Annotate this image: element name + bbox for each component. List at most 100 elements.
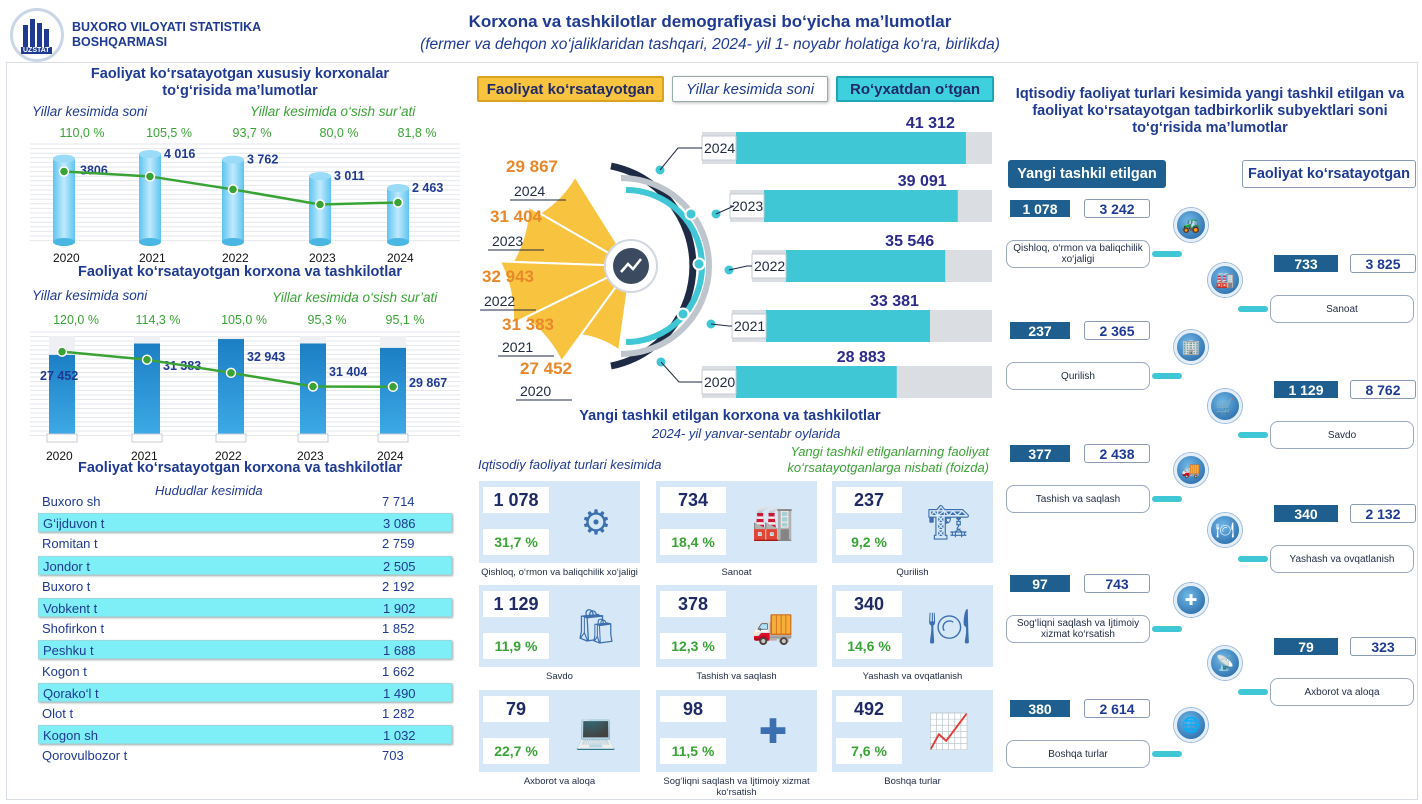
table-row: Romitan t 2 759 <box>38 534 452 553</box>
growth-rate-point <box>314 199 326 210</box>
x-tick-label: 2020 <box>46 449 73 463</box>
connector-line <box>710 323 732 327</box>
cylinder-top <box>387 184 409 193</box>
tile-caption: Yashash va ovqatlanish <box>862 671 963 682</box>
bar-base <box>297 433 329 443</box>
registered-vs-active-chart: 29 867 2024 31 404 2023 32 943 2022 31 383 2021… <box>480 115 992 401</box>
legend-years-box: Yillar kesimida soni <box>672 76 828 102</box>
activity-tile: 79 22,7 % 💻 <box>479 690 640 772</box>
activity-label: Yashash va ovqatlanish <box>1270 545 1414 573</box>
new-count: 97 <box>1010 575 1070 592</box>
active-value-label: 27 452 <box>520 359 572 378</box>
tile-value: 734 <box>660 487 726 513</box>
org-name: BUXORO VILOYATI STATISTIKA BOSHQARMASI <box>72 20 261 49</box>
regions-title: Faoliyat ko‘rsatayotgan korxona va tashk… <box>78 460 402 476</box>
growth-rate-label: 110,0 % <box>59 126 105 140</box>
x-tick-label: 2024 <box>377 449 404 463</box>
factory-icon: 🏭 <box>751 504 795 542</box>
table-row: Buxoro sh 7 714 <box>38 492 452 511</box>
registered-value-label: 28 883 <box>837 349 886 366</box>
data-label: 3806 <box>80 164 108 178</box>
table-row: Kogon t 1 662 <box>38 662 452 681</box>
activity-label: Sanoat <box>1270 295 1414 323</box>
tile-percent: 11,9 % <box>483 633 549 659</box>
chart1-right-label: Yillar kesimida o‘sish sur’ati <box>250 104 416 119</box>
growth-rate-point <box>58 166 70 177</box>
cylinder-top <box>53 154 75 163</box>
cylinder-top <box>309 172 331 181</box>
cylinder-base <box>387 238 409 246</box>
cylinder-base <box>309 238 331 246</box>
region-name: Kogon sh <box>43 728 98 744</box>
x-tick-label: 2024 <box>387 251 414 265</box>
construction-icon: 🏗 <box>927 504 971 542</box>
year-tab <box>731 313 767 339</box>
new-count: 377 <box>1010 445 1070 462</box>
growth-rate-label: 105,0 % <box>221 313 267 327</box>
tile-value: 1 078 <box>483 487 549 513</box>
tile-caption: Savdo <box>546 671 573 682</box>
region-value: 1 852 <box>382 621 415 637</box>
connector-dash <box>1152 751 1182 757</box>
connector-dash <box>1238 432 1268 438</box>
tiles-left-label: Iqtisodiy faoliyat turlari kesimida <box>478 457 662 472</box>
activity-label: Sog‘liqni saqlash va Ijtimoiy xizmat ko‘… <box>1006 615 1150 643</box>
growth-rate-point <box>307 381 319 392</box>
connector-dash <box>1152 626 1182 632</box>
fan-year-label: 2022 <box>484 293 515 309</box>
region-name: Romitan t <box>42 536 98 552</box>
connector-dash <box>1152 251 1182 257</box>
new-enterprises-title: Yangi tashkil etilgan korxona va tashkil… <box>579 408 881 424</box>
tile-caption: Sanoat <box>721 567 752 578</box>
tile-percent: 7,6 % <box>836 738 902 764</box>
connector-line <box>715 205 735 215</box>
col-new-header: Yangi tashkil etilgan <box>1008 160 1166 188</box>
tiles-right-label: Yangi tashkil etilganlarning faoliyat ko… <box>787 444 989 475</box>
fan-year-label: 2024 <box>514 183 545 199</box>
tile-caption: Tashish va saqlash <box>696 671 777 682</box>
active-count: 2 365 <box>1084 321 1150 340</box>
tile-value: 340 <box>836 591 902 617</box>
table-row: Vobkent t 1 902 <box>38 598 452 617</box>
health-icon: ✚ <box>1174 583 1208 617</box>
connector-dash <box>1152 373 1182 379</box>
active-count: 743 <box>1084 574 1150 593</box>
activity-label: Axborot va aloqa <box>1270 678 1414 706</box>
region-name: Kogon t <box>42 663 87 679</box>
cylinder-base <box>139 238 161 246</box>
data-label: 3 762 <box>247 153 278 167</box>
tile-percent: 11,5 % <box>660 738 726 764</box>
data-label: 27 452 <box>40 369 78 383</box>
region-value: 1 490 <box>383 685 416 701</box>
region-name: Peshku t <box>43 643 94 659</box>
activity-tile: 492 7,6 % 📈 <box>832 690 993 772</box>
cylinder-bar <box>387 188 409 242</box>
legend-registered-box: Ro‘yxatdan o‘tgan <box>836 76 994 102</box>
col-active-header: Faoliyat ko‘rsatayotgan <box>1242 160 1416 188</box>
cylinder-bar <box>139 154 161 242</box>
active-count: 2 614 <box>1084 699 1150 718</box>
trend-chart-icon-line <box>620 258 642 273</box>
tile-percent: 31,7 % <box>483 529 549 555</box>
activity-label: Qishloq, o‘rmon va baliqchilik xo‘jaligi <box>1006 240 1150 268</box>
registered-bar <box>764 190 958 222</box>
growth-rate-point <box>56 346 68 357</box>
active-value-label: 31 383 <box>502 315 554 334</box>
data-label: 3 011 <box>334 169 365 183</box>
connector-dash <box>1238 689 1268 695</box>
bar-year-label: 2020 <box>704 374 735 390</box>
active-fan-wedge <box>498 260 632 326</box>
table-row: Qorako‘l t 1 490 <box>38 682 452 702</box>
gray-ring <box>620 175 712 357</box>
tile-value: 237 <box>836 487 902 513</box>
region-value: 1 282 <box>382 706 415 721</box>
tile-value: 492 <box>836 696 902 722</box>
bar-year-label: 2024 <box>704 140 735 156</box>
new-count: 237 <box>1010 322 1070 339</box>
x-tick-label: 2022 <box>215 449 242 463</box>
region-value: 3 086 <box>383 516 416 532</box>
chart1-left-label: Yillar kesimida soni <box>32 104 148 119</box>
region-name: Buxoro sh <box>42 494 101 509</box>
x-tick-label: 2022 <box>222 251 249 265</box>
tile-value: 1 129 <box>483 591 549 617</box>
